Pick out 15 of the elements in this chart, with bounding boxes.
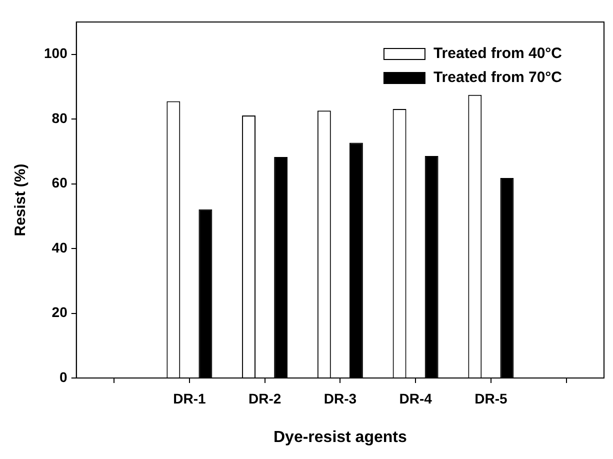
legend-label: Treated from 40°C xyxy=(433,45,562,62)
legend-label: Treated from 70°C xyxy=(433,69,562,86)
y-tick-label: 40 xyxy=(52,239,68,256)
y-tick-label: 0 xyxy=(60,368,68,385)
x-axis-title: Dye-resist agents xyxy=(273,428,407,446)
x-tick-label: DR-3 xyxy=(324,390,357,406)
y-axis-title: Resist (%) xyxy=(12,164,30,236)
x-tick-label: DR-1 xyxy=(173,390,206,406)
x-tick-label: DR-4 xyxy=(399,390,432,406)
x-tick-label: DR-2 xyxy=(248,390,282,406)
y-tick-label: 60 xyxy=(52,174,68,191)
y-tick-label: 80 xyxy=(52,110,68,126)
y-tick-label: 20 xyxy=(52,304,68,320)
y-tick-label: 100 xyxy=(44,45,68,62)
x-tick-label: DR-5 xyxy=(474,390,508,406)
